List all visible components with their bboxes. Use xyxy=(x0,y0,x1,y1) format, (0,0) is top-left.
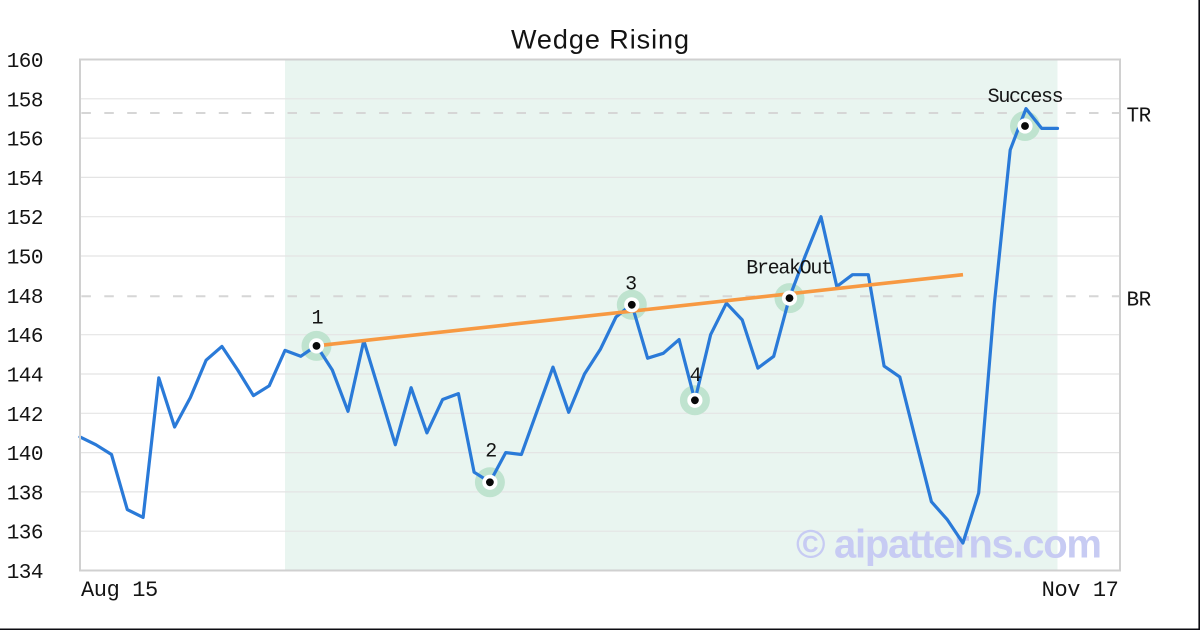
svg-text:Aug 15: Aug 15 xyxy=(81,578,158,603)
svg-text:154: 154 xyxy=(7,169,43,192)
svg-text:136: 136 xyxy=(7,523,43,546)
svg-text:146: 146 xyxy=(7,326,43,349)
svg-text:156: 156 xyxy=(7,130,43,153)
svg-text:148: 148 xyxy=(7,287,43,310)
svg-text:152: 152 xyxy=(7,208,43,231)
svg-text:Wedge Rising: Wedge Rising xyxy=(511,25,689,55)
svg-text:140: 140 xyxy=(7,444,43,467)
svg-text:4: 4 xyxy=(690,365,701,388)
svg-text:3: 3 xyxy=(625,274,636,297)
svg-text:Success: Success xyxy=(988,86,1063,109)
svg-text:BR: BR xyxy=(1127,290,1152,313)
svg-text:138: 138 xyxy=(7,483,43,506)
svg-text:144: 144 xyxy=(7,366,43,389)
svg-text:BreakOut: BreakOut xyxy=(746,258,831,281)
svg-text:1: 1 xyxy=(311,307,323,330)
svg-text:© aipatterns.com: © aipatterns.com xyxy=(796,523,1102,567)
svg-text:TR: TR xyxy=(1127,106,1152,129)
svg-text:134: 134 xyxy=(7,562,43,585)
svg-text:Nov 17: Nov 17 xyxy=(1042,578,1119,603)
svg-text:150: 150 xyxy=(7,248,43,271)
svg-text:142: 142 xyxy=(7,405,43,428)
svg-text:160: 160 xyxy=(7,51,43,74)
svg-text:158: 158 xyxy=(7,90,43,113)
svg-text:2: 2 xyxy=(485,441,496,464)
